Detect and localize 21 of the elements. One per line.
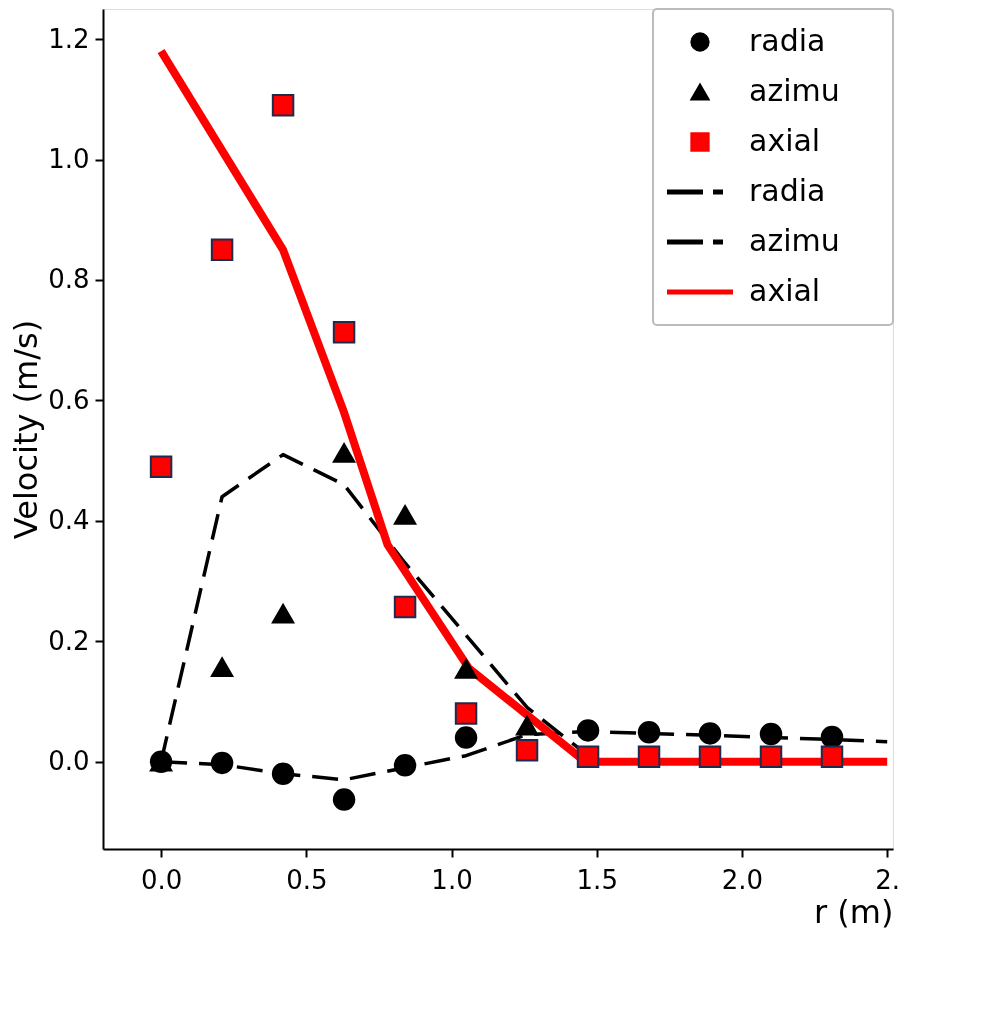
y-tick-label: 0.2 [48, 625, 90, 656]
legend-label: azimu [749, 223, 840, 258]
x-axis-title: r (m) [814, 892, 894, 931]
y-tick-label: 0.4 [48, 505, 90, 536]
legend-label: radia [749, 23, 826, 58]
x-tick-label: 1.0 [431, 864, 473, 895]
x-tick-label: 0.0 [140, 864, 183, 895]
x-tick-label: 2.0 [721, 864, 764, 895]
legend-label: azimu [749, 73, 840, 108]
x-tick-label: 1.5 [576, 864, 618, 895]
legend-label: radia [749, 173, 826, 208]
y-axis-title: Velocity (m/s) [7, 319, 46, 540]
legend-label: axial [749, 273, 821, 308]
y-tick-label: 0.6 [48, 384, 90, 415]
y-tick-label: 0.0 [48, 746, 90, 777]
y-tick-label: 0.8 [48, 264, 90, 295]
legend-label: axial [749, 123, 821, 158]
x-tick-label: 0.5 [286, 864, 328, 895]
x-tick-label: 2. [875, 864, 901, 895]
y-tick-label: 1.0 [48, 144, 90, 175]
y-tick-label: 1.2 [48, 23, 90, 54]
